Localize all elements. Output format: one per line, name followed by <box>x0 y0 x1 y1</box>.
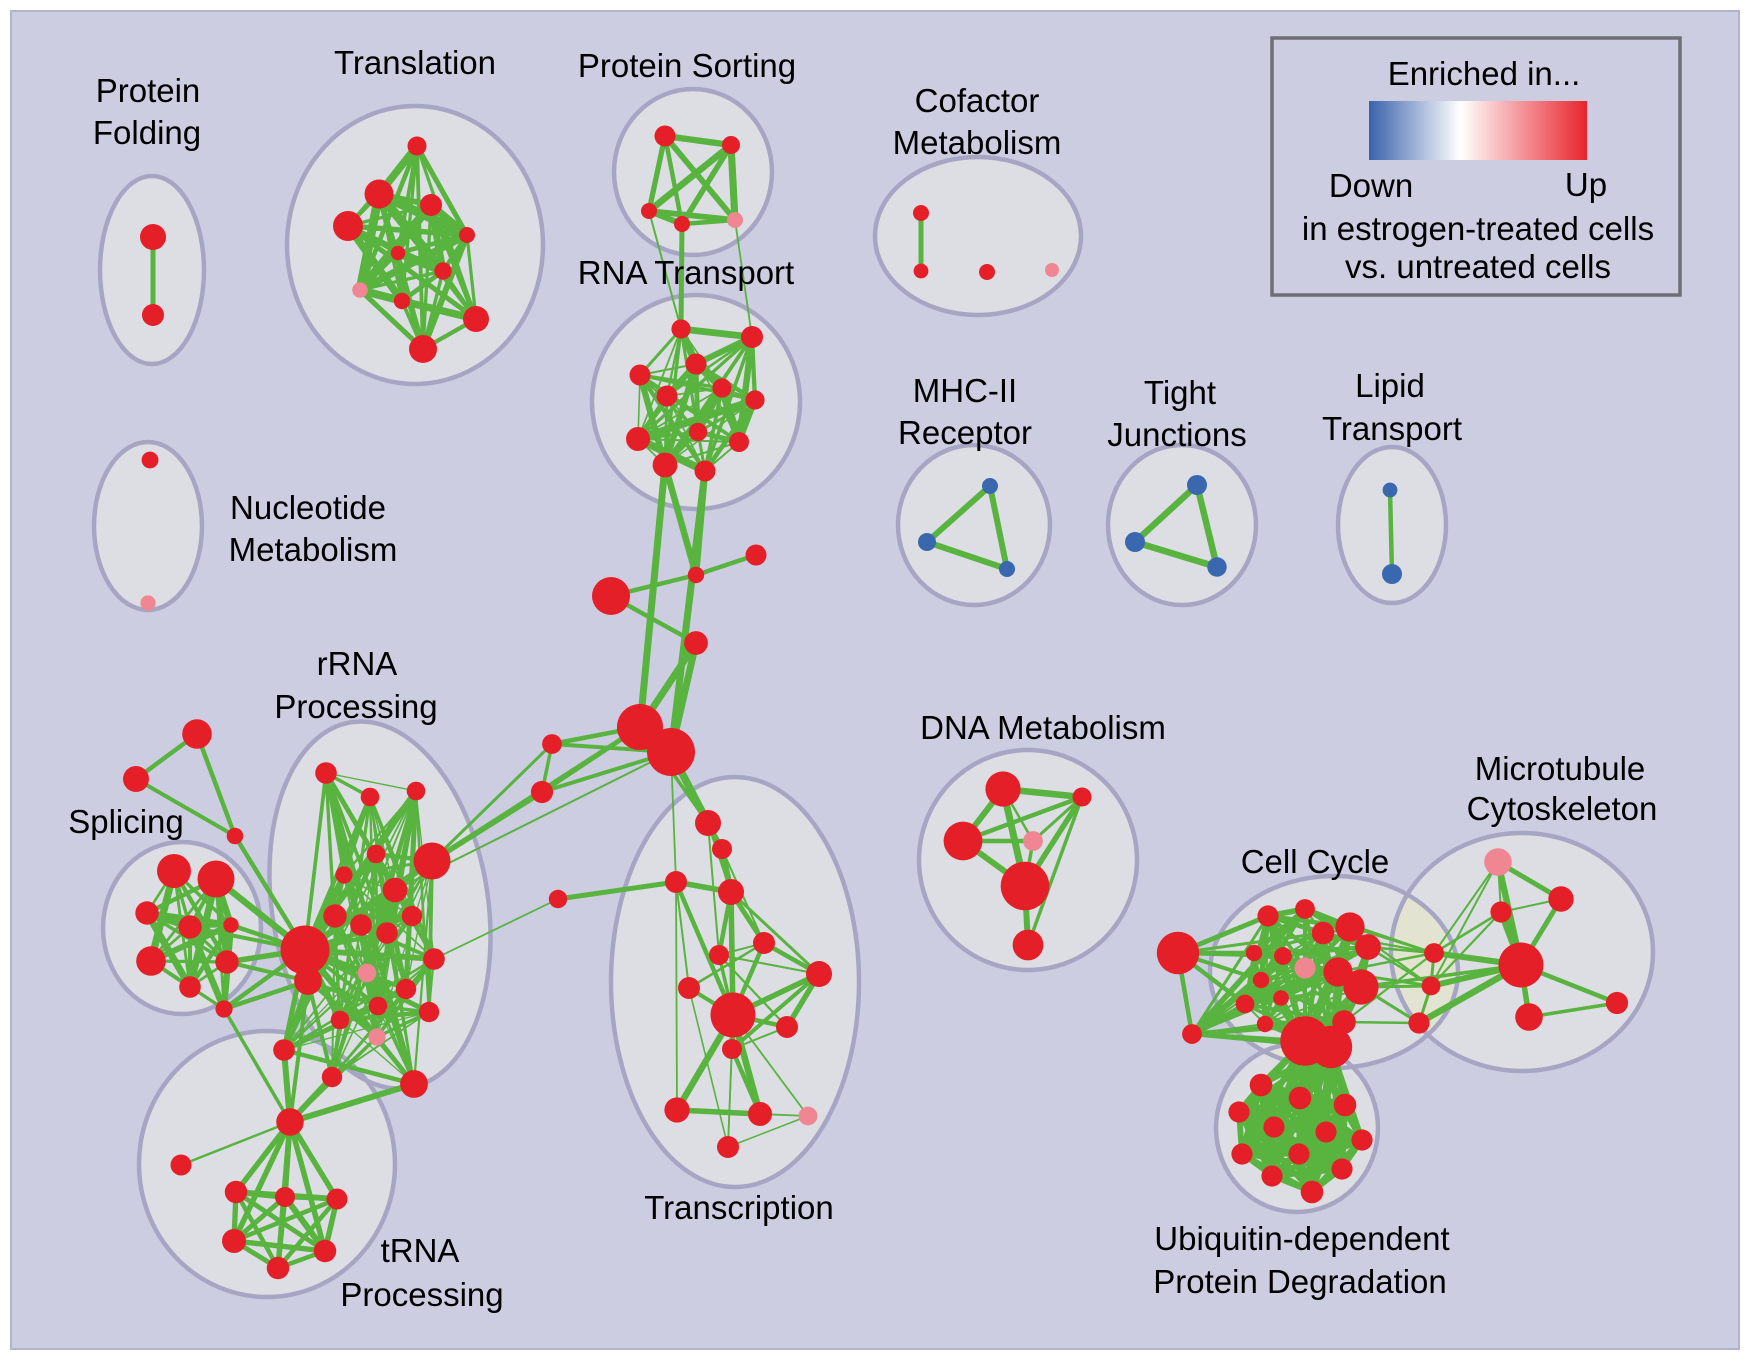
svg-text:Splicing: Splicing <box>68 803 184 840</box>
svg-text:Enriched in...: Enriched in... <box>1388 55 1581 92</box>
svg-text:Protein Degradation: Protein Degradation <box>1153 1263 1447 1300</box>
svg-text:Up: Up <box>1565 166 1607 203</box>
svg-text:Transport: Transport <box>1322 410 1462 447</box>
svg-text:Processing: Processing <box>274 688 437 725</box>
svg-text:Cytoskeleton: Cytoskeleton <box>1467 790 1658 827</box>
svg-text:vs. untreated cells: vs. untreated cells <box>1345 248 1611 285</box>
svg-text:Down: Down <box>1329 167 1413 204</box>
svg-text:Ubiquitin-dependent: Ubiquitin-dependent <box>1154 1220 1449 1257</box>
svg-text:Translation: Translation <box>334 44 496 81</box>
svg-text:rRNA: rRNA <box>317 645 398 682</box>
svg-text:Nucleotide: Nucleotide <box>230 489 386 526</box>
svg-text:Receptor: Receptor <box>898 414 1032 451</box>
svg-text:in estrogen-treated cells: in estrogen-treated cells <box>1302 210 1654 247</box>
svg-text:Cofactor: Cofactor <box>915 82 1040 119</box>
svg-text:Processing: Processing <box>340 1276 503 1313</box>
svg-text:tRNA: tRNA <box>381 1232 460 1269</box>
svg-text:Cell Cycle: Cell Cycle <box>1241 843 1390 880</box>
svg-text:Microtubule: Microtubule <box>1475 750 1646 787</box>
svg-text:Protein Sorting: Protein Sorting <box>578 47 796 84</box>
svg-text:Folding: Folding <box>93 114 201 151</box>
svg-text:MHC-II: MHC-II <box>913 372 1017 409</box>
svg-text:Protein: Protein <box>96 72 201 109</box>
svg-text:Junctions: Junctions <box>1107 416 1246 453</box>
svg-text:Tight: Tight <box>1144 374 1216 411</box>
svg-text:Metabolism: Metabolism <box>229 531 398 568</box>
svg-text:DNA Metabolism: DNA Metabolism <box>920 709 1166 746</box>
svg-text:Transcription: Transcription <box>644 1189 834 1226</box>
svg-text:Metabolism: Metabolism <box>893 124 1062 161</box>
svg-text:RNA Transport: RNA Transport <box>578 254 794 291</box>
svg-text:Lipid: Lipid <box>1355 367 1425 404</box>
